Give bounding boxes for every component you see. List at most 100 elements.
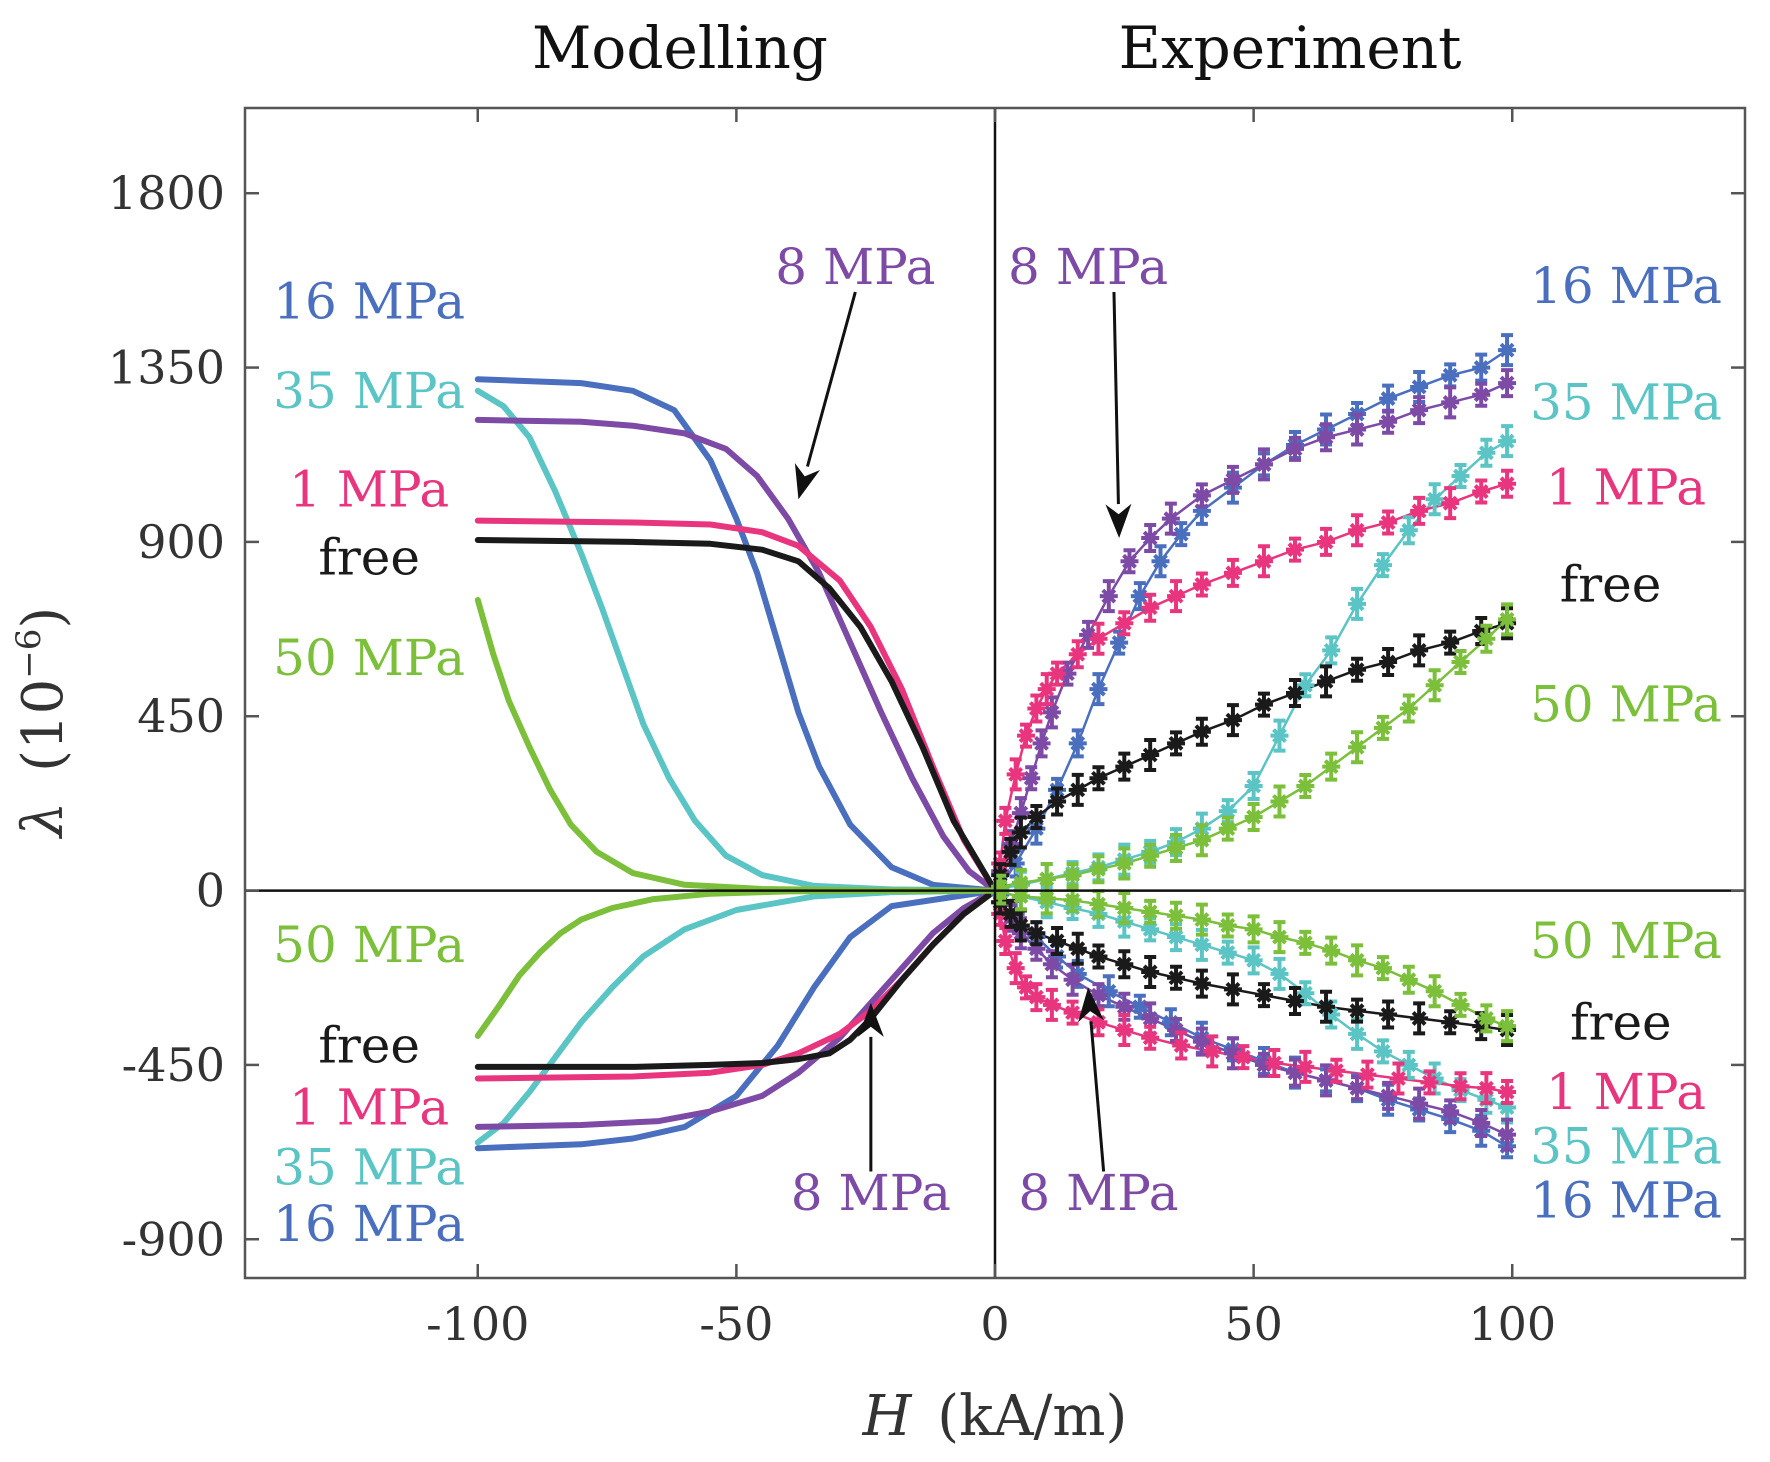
experiment-label-35-mpa: 35 MPa (1530, 1117, 1722, 1175)
data-point-8-mpa-upper (1032, 728, 1051, 759)
data-point-8-mpa-upper (1379, 408, 1398, 435)
data-point-50-mpa-upper (1063, 862, 1082, 889)
data-point-50-mpa-upper (1477, 623, 1496, 654)
data-point-free-upper (1001, 836, 1020, 867)
modelling-curve-35-mpa-lower (474, 887, 998, 1146)
data-point-1-mpa-lower (1296, 1049, 1315, 1084)
data-point-35-mpa-upper (1348, 586, 1367, 621)
data-point-free-lower (1410, 1001, 1429, 1036)
data-point-16-mpa-upper (1130, 581, 1149, 612)
x-axis-label-var: H (862, 1384, 913, 1449)
data-point-50-mpa-upper (1244, 801, 1263, 832)
data-point-35-mpa-upper (1270, 718, 1289, 753)
data-point-1-mpa-upper (1115, 610, 1134, 637)
data-point-16-mpa-upper (1441, 362, 1460, 389)
data-point-16-mpa-upper (1089, 672, 1108, 707)
data-point-50-mpa-upper (1270, 784, 1289, 819)
data-point-35-mpa-lower (1296, 980, 1315, 1007)
data-point-16-mpa-upper (1151, 544, 1170, 579)
data-point-free-lower (1167, 964, 1186, 991)
modelling-label-50-mpa: 50 MPa (273, 916, 465, 974)
data-point-free-upper (1379, 647, 1398, 678)
experiment-label-50-mpa: 50 MPa (1530, 912, 1722, 970)
data-point-1-mpa-upper (1379, 509, 1398, 536)
data-point-16-mpa-upper (1498, 333, 1517, 368)
y-axis-label: λ (10−6) (9, 607, 76, 839)
data-point-free-upper (1068, 772, 1087, 807)
data-point-8-mpa-lower (1348, 1075, 1367, 1102)
data-point-8-mpa-lower (1286, 1057, 1304, 1088)
data-point-free-upper (1348, 656, 1367, 683)
annotation-arrow-shaft (1089, 1021, 1106, 1172)
data-point-1-mpa-lower (1389, 1061, 1408, 1096)
data-point-50-mpa-upper (1322, 751, 1341, 782)
experiment-line-8-mpa-lower (993, 890, 1508, 1136)
data-point-free-lower (1223, 972, 1242, 1007)
data-point-50-mpa-lower (1167, 900, 1186, 931)
data-point-8-mpa-lower (1192, 1026, 1211, 1057)
data-point-50-mpa-lower (1498, 1009, 1517, 1044)
data-point-8-mpa-upper (1441, 385, 1460, 420)
modelling-curve-35-mpa-upper (474, 387, 998, 894)
data-point-50-mpa-lower (1244, 914, 1263, 945)
data-point-35-mpa-upper (1498, 424, 1517, 459)
data-point-free-lower (1089, 943, 1108, 970)
x-tick-label: -50 (699, 1297, 773, 1351)
data-point-8-mpa-lower (1379, 1080, 1398, 1111)
data-point-8-mpa-upper (1099, 579, 1118, 614)
data-point-free-lower (1254, 982, 1273, 1009)
experiment-label-8-mpa: 8 MPa (1008, 238, 1168, 296)
panel-title-experiment: Experiment (1119, 14, 1462, 82)
modelling-curve-free-upper (474, 537, 998, 894)
data-point-1-mpa-lower (1172, 1030, 1191, 1061)
data-point-50-mpa-upper (1373, 714, 1392, 741)
data-point-free-lower (1441, 1009, 1460, 1036)
data-point-free-upper (1254, 691, 1273, 718)
data-point-1-mpa-lower (1141, 1024, 1160, 1051)
experiment-label-16-mpa: 16 MPa (1530, 1172, 1722, 1230)
experiment-line-50-mpa-upper (994, 618, 1508, 892)
panel-title-modelling: Modelling (532, 14, 828, 82)
y-tick-label: 450 (137, 689, 225, 743)
experiment-line-16-mpa-upper (994, 349, 1508, 892)
data-point-50-mpa-lower (1373, 955, 1392, 982)
data-point-8-mpa-upper (1254, 447, 1273, 482)
data-point-1-mpa-lower (1063, 999, 1082, 1026)
data-point-50-mpa-upper (1167, 832, 1186, 863)
data-point-8-mpa-upper (1022, 765, 1041, 792)
experiment-label-free: free (1570, 993, 1672, 1051)
data-point-1-mpa-upper (1498, 468, 1517, 499)
experiment-label-8-mpa: 8 MPa (1018, 1164, 1178, 1222)
x-tick-label: 50 (1224, 1297, 1283, 1351)
data-point-8-mpa-lower (1042, 949, 1061, 980)
data-point-1-mpa-upper (996, 805, 1015, 836)
data-point-50-mpa-lower (1399, 964, 1418, 995)
data-point-free-upper (1286, 678, 1304, 708)
modelling-label-16-mpa: 16 MPa (273, 273, 465, 331)
data-point-50-mpa-upper (1218, 815, 1237, 842)
data-point-1-mpa-upper (1017, 722, 1036, 749)
data-point-free-upper (1410, 633, 1429, 668)
data-point-8-mpa-lower (1089, 982, 1108, 1009)
data-point-50-mpa-lower (1425, 974, 1444, 1009)
data-point-free-lower (1317, 989, 1336, 1024)
data-point-1-mpa-upper (1068, 639, 1087, 670)
data-point-35-mpa-upper (1244, 770, 1263, 801)
y-axis-label-exp: −6 (9, 629, 49, 679)
data-point-1-mpa-upper (1223, 557, 1242, 588)
modelling-curve-16-mpa-lower (474, 887, 998, 1152)
y-tick-label: 1350 (108, 341, 225, 395)
y-tick-label: -450 (122, 1038, 225, 1092)
x-tick-label: 100 (1468, 1297, 1556, 1351)
data-point-8-mpa-upper (1141, 523, 1160, 554)
y-axis-label-unit: (10 (11, 679, 76, 772)
y-axis-label-var: λ (11, 802, 76, 840)
tick-layer: -100 -50 0 50 100 -900 -450 0 450 900 1350 1800 (108, 166, 1556, 1351)
modelling-curve-8-mpa-upper (474, 416, 998, 894)
data-point-50-mpa-upper (1192, 823, 1211, 858)
data-point-8-mpa-lower (1223, 1036, 1242, 1071)
data-point-35-mpa-upper (1451, 463, 1470, 490)
data-point-1-mpa-lower (1234, 1044, 1253, 1071)
data-point-free-upper (1011, 815, 1030, 850)
